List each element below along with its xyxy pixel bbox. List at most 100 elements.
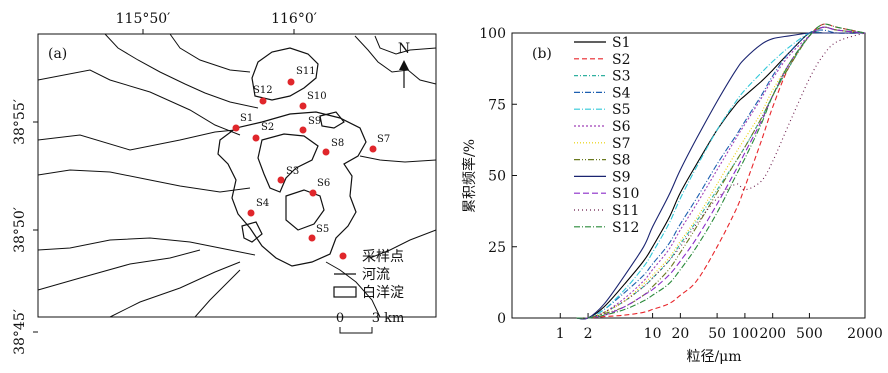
sample-site-dot <box>299 102 307 110</box>
river <box>369 229 437 259</box>
legend-entry-s1: S1 <box>612 35 631 51</box>
y-tick-label: 100 <box>479 26 506 42</box>
x-tick-label: 100 <box>732 326 759 342</box>
sample-site-dot <box>232 124 240 132</box>
river <box>169 33 251 73</box>
map-panel: 115°50′ 116°0′ 38°55′ 38°50′ 38°45′ (a) <box>12 11 437 355</box>
sample-site: S6 <box>309 178 330 197</box>
chart-series-layer <box>576 23 866 320</box>
scale-label: 3 km <box>372 311 405 326</box>
sample-site-label: S7 <box>377 134 390 145</box>
series-line-s9 <box>576 32 865 320</box>
x-axis-label: 粒径/μm <box>686 349 741 365</box>
sample-site-label: S10 <box>307 91 327 102</box>
sample-site-dot <box>259 97 267 105</box>
sample-site: S10 <box>299 91 327 110</box>
sample-site: S12 <box>253 85 273 105</box>
x-tick-label: 1 <box>556 326 565 342</box>
sample-site-dot <box>309 189 317 197</box>
x-tick-label: 20 <box>671 326 689 342</box>
series-line-s12 <box>576 23 866 319</box>
sample-site: S11 <box>287 66 316 86</box>
legend-entry-s5: S5 <box>612 102 631 118</box>
sample-site: S5 <box>308 224 329 242</box>
sample-site: S7 <box>369 134 390 153</box>
legend-label: 采样点 <box>362 249 404 265</box>
sample-site-dot <box>287 78 295 86</box>
river <box>374 35 437 55</box>
north-arrow-head <box>399 60 409 70</box>
x-tick-label: 10 <box>644 326 662 342</box>
legend-entry-s3: S3 <box>612 69 631 85</box>
sample-site: S3 <box>277 166 299 184</box>
river <box>325 261 381 318</box>
sample-site-label: S3 <box>286 166 299 177</box>
sample-site-label: S9 <box>308 116 321 127</box>
river <box>109 261 241 318</box>
y-tick-label: 75 <box>488 97 506 113</box>
series-line-s11 <box>576 32 866 319</box>
rivers <box>37 33 437 318</box>
lat-tick-label: 38°50′ <box>12 207 28 253</box>
legend-entry-s6: S6 <box>612 119 631 135</box>
river <box>37 237 256 256</box>
river <box>104 33 259 109</box>
y-tick-label: 25 <box>488 240 506 256</box>
sample-site-dot <box>277 176 285 184</box>
map-legend: 采样点 河流 白洋淀 <box>333 249 404 301</box>
river <box>37 69 241 136</box>
x-tick-label: 2 <box>584 326 593 342</box>
sample-site-label: S8 <box>331 138 344 149</box>
y-axis-label: 累积频率/% <box>461 139 478 213</box>
north-label: N <box>398 41 410 57</box>
legend-label: 河流 <box>362 267 390 283</box>
river <box>354 35 437 85</box>
sample-site-dot <box>369 145 377 153</box>
sample-site: S8 <box>322 138 344 156</box>
lat-tick-label: 38°45′ <box>12 309 28 355</box>
legend-box-symbol <box>333 286 357 298</box>
plot-frame <box>511 32 866 319</box>
river <box>37 129 236 151</box>
sample-site-label: S4 <box>256 198 269 209</box>
panel-b-label: (b) <box>532 46 552 62</box>
sample-site-label: S5 <box>316 224 329 235</box>
sample-site-dot <box>252 134 260 142</box>
legend-entry-s10: S10 <box>612 186 639 202</box>
sample-site-label: S1 <box>240 113 253 124</box>
x-tick-label: 50 <box>708 326 726 342</box>
sample-site: S1 <box>232 113 253 132</box>
legend-entry-s9: S9 <box>612 169 631 185</box>
legend-entry-s12: S12 <box>612 220 639 236</box>
lake-outline <box>217 47 367 267</box>
river <box>194 269 241 318</box>
river <box>359 155 437 163</box>
lon-tick-label: 116°0′ <box>271 11 317 27</box>
north-arrow: N <box>398 41 410 88</box>
sample-site-dot <box>308 234 316 242</box>
scale-bar: 0 3 km <box>336 311 405 334</box>
sample-site-dot <box>299 126 307 134</box>
sample-site: S9 <box>299 116 321 134</box>
legend-label: 白洋淀 <box>362 285 404 301</box>
river <box>37 169 251 193</box>
river <box>37 249 201 291</box>
legend-entry-s4: S4 <box>612 85 631 101</box>
sample-site-dot <box>322 148 330 156</box>
sample-site: S2 <box>252 122 274 142</box>
scale-label: 0 <box>336 311 344 326</box>
sample-site-label: S11 <box>296 66 316 77</box>
sample-site-dot <box>247 209 255 217</box>
sample-site-label: S12 <box>253 85 273 96</box>
y-tick-label: 50 <box>488 169 506 185</box>
legend-dot-symbol <box>339 252 347 260</box>
legend-entry-s7: S7 <box>612 136 631 152</box>
sample-site-label: S6 <box>317 178 330 189</box>
legend-entry-s2: S2 <box>612 52 631 68</box>
y-tick-label: 0 <box>497 311 506 327</box>
scale-line <box>339 327 373 334</box>
